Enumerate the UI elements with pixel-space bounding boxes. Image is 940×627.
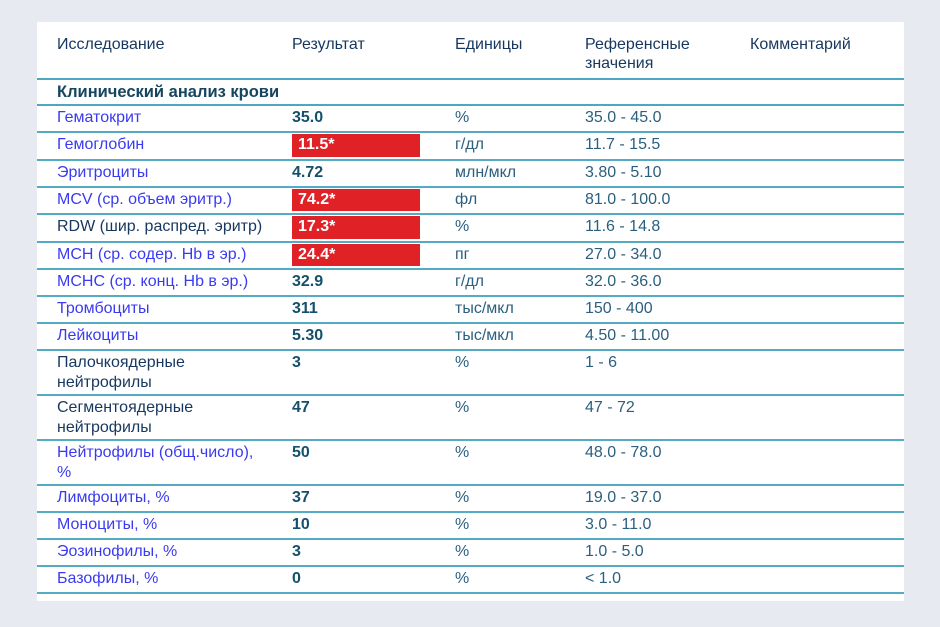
units-value: % (455, 354, 470, 371)
table-row: RDW (шир. распред. эритр) 17.3* % 11.6 -… (37, 215, 904, 243)
units-value: тыс/мкл (455, 300, 514, 317)
table-row: Нейтрофилы (общ.число), % 50 % 48.0 - 78… (37, 441, 904, 486)
result-value: 3 (292, 354, 301, 371)
reference-range: 48.0 - 78.0 (585, 444, 662, 461)
table-row: Эозинофилы, % 3 % 1.0 - 5.0 (37, 540, 904, 567)
units-value: г/дл (455, 273, 484, 290)
test-name: Палочкоядерные нейтрофилы (57, 354, 185, 391)
test-name: MCH (ср. содер. Hb в эр.) (57, 245, 247, 263)
result-value: 50 (292, 444, 310, 461)
units-value: % (455, 109, 470, 126)
reference-range: 4.50 - 11.00 (585, 327, 670, 344)
table-row: Эритроциты 4.72 млн/мкл 3.80 - 5.10 (37, 161, 904, 188)
units-value: % (455, 399, 470, 416)
result-value: 3 (292, 543, 301, 560)
test-name: RDW (шир. распред. эритр) (57, 218, 263, 235)
units-value: % (455, 570, 470, 587)
reference-range: 150 - 400 (585, 300, 653, 317)
result-value: 17.3* (292, 216, 420, 239)
result-value: 35.0 (292, 109, 324, 126)
table-row: MCHC (ср. конц. Hb в эр.) 32.9 г/дл 32.0… (37, 270, 904, 297)
table-row: Моноциты, % 10 % 3.0 - 11.0 (37, 513, 904, 540)
test-name: Лимфоциты, % (57, 489, 170, 506)
test-name: Эозинофилы, % (57, 543, 178, 560)
units-value: млн/мкл (455, 163, 517, 181)
test-name: Гемоглобин (57, 136, 145, 153)
result-value: 5.30 (292, 327, 324, 344)
table-row: MCV (ср. объем эритр.) 74.2* фл 81.0 - 1… (37, 188, 904, 215)
reference-range: 47 - 72 (585, 399, 635, 416)
test-name: Эритроциты (57, 163, 149, 181)
result-value: 47 (292, 399, 310, 416)
result-value: 311 (292, 300, 318, 317)
test-name: Лейкоциты (57, 327, 139, 344)
table-row: Тромбоциты 311 тыс/мкл 150 - 400 (37, 297, 904, 324)
test-name: Базофилы, % (57, 570, 159, 587)
units-value: % (455, 543, 470, 560)
test-name: MCV (ср. объем эритр.) (57, 190, 232, 208)
result-value: 32.9 (292, 273, 324, 290)
units-value: % (455, 489, 470, 506)
result-value: 37 (292, 489, 310, 506)
table-row: Лейкоциты 5.30 тыс/мкл 4.50 - 11.00 (37, 324, 904, 351)
reference-range: 3.80 - 5.10 (585, 163, 662, 181)
result-value: 11.5* (292, 134, 420, 157)
result-value: 10 (292, 516, 310, 533)
units-value: г/дл (455, 136, 484, 153)
test-name: Моноциты, % (57, 516, 158, 533)
table-header-row: Исследование Результат Единицы Референсн… (37, 22, 904, 80)
section-title: Клинический анализ крови (37, 80, 904, 106)
reference-range: 1.0 - 5.0 (585, 543, 644, 560)
test-name: Тромбоциты (57, 300, 150, 317)
table-row: Лимфоциты, % 37 % 19.0 - 37.0 (37, 486, 904, 513)
units-value: тыс/мкл (455, 327, 514, 344)
column-header-units: Единицы (455, 36, 523, 53)
units-value: пг (455, 245, 470, 263)
reference-range: 1 - 6 (585, 354, 618, 371)
units-value: % (455, 516, 470, 533)
column-header-reference: Референсные значения (585, 36, 690, 72)
reference-range: < 1.0 (585, 570, 622, 587)
test-name: Сегментоядерные нейтрофилы (57, 399, 194, 436)
test-name: Нейтрофилы (общ.число), % (57, 444, 254, 481)
table-row: Гематокрит 35.0 % 35.0 - 45.0 (37, 106, 904, 133)
test-name: MCHC (ср. конц. Hb в эр.) (57, 273, 249, 290)
units-value: % (455, 444, 470, 461)
table-row: MCH (ср. содер. Hb в эр.) 24.4* пг 27.0 … (37, 243, 904, 270)
result-value: 24.4* (292, 243, 420, 266)
units-value: % (455, 218, 470, 235)
units-value: фл (455, 190, 478, 208)
test-name: Гематокрит (57, 109, 142, 126)
reference-range: 27.0 - 34.0 (585, 245, 662, 263)
reference-range: 11.7 - 15.5 (585, 136, 661, 153)
result-value: 4.72 (292, 163, 324, 181)
column-header-comment: Комментарий (750, 36, 851, 53)
table-row: Палочкоядерные нейтрофилы 3 % 1 - 6 (37, 351, 904, 396)
table-row: Базофилы, % 0 % < 1.0 (37, 567, 904, 594)
reference-range: 81.0 - 100.0 (585, 190, 671, 208)
table-row: Сегментоядерные нейтрофилы 47 % 47 - 72 (37, 396, 904, 441)
table-row: Гемоглобин 11.5* г/дл 11.7 - 15.5 (37, 133, 904, 161)
column-header-result: Результат (292, 36, 365, 53)
reference-range: 11.6 - 14.8 (585, 218, 661, 235)
result-value: 74.2* (292, 188, 420, 211)
reference-range: 32.0 - 36.0 (585, 273, 662, 290)
reference-range: 19.0 - 37.0 (585, 489, 662, 506)
column-header-test: Исследование (57, 36, 165, 53)
reference-range: 3.0 - 11.0 (585, 516, 652, 533)
lab-report-card: Исследование Результат Единицы Референсн… (37, 22, 904, 601)
result-value: 0 (292, 570, 301, 587)
reference-range: 35.0 - 45.0 (585, 109, 662, 126)
